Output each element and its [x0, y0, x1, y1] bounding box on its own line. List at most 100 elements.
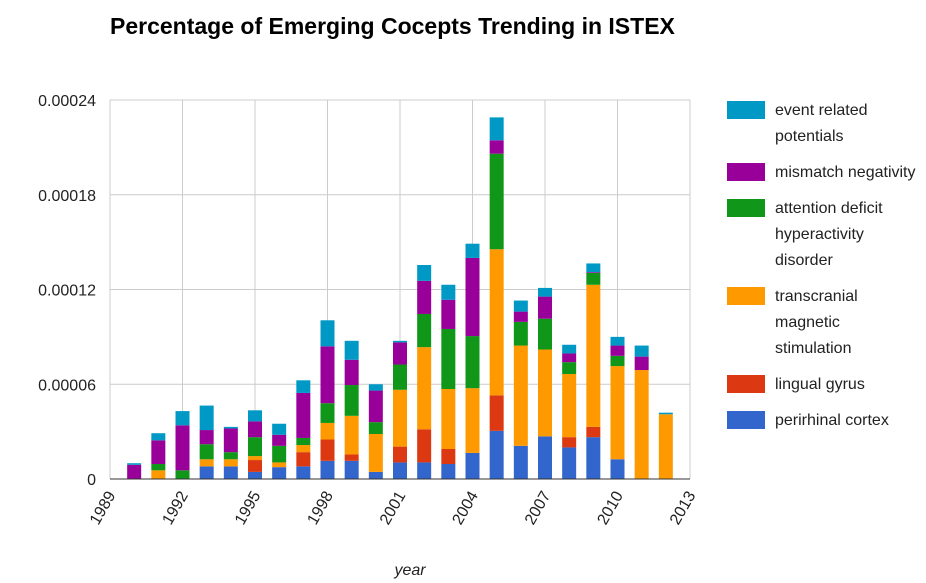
bar-segment: [320, 346, 335, 404]
bar-segment: [296, 466, 311, 479]
bar-segment: [248, 410, 262, 422]
bar-segment: [199, 459, 214, 467]
bar-segment: [538, 296, 552, 319]
legend-label: perirhinal cortex: [775, 412, 889, 429]
bar-segment: [441, 328, 456, 389]
bar-segment: [513, 345, 528, 446]
bar-segment: [465, 257, 480, 337]
bar-segment: [417, 313, 432, 348]
bar-segment: [296, 380, 311, 393]
x-tick-label: 2004: [449, 488, 482, 527]
bar-segment: [223, 428, 238, 453]
bar-segment: [393, 446, 407, 463]
x-tick-label: 1995: [232, 488, 265, 527]
x-tick-label: 1989: [87, 488, 120, 527]
bar-segment: [248, 421, 262, 438]
bar-segment: [634, 356, 649, 371]
bar-segment: [610, 336, 625, 346]
bar-segment: [586, 272, 601, 273]
bar-segment: [127, 463, 142, 465]
bar-segment: [272, 467, 287, 479]
bar-segment: [417, 429, 432, 463]
bar-segment: [272, 462, 287, 468]
bar-segment: [634, 345, 649, 357]
bar-segment: [586, 426, 601, 438]
bar-segment: [634, 370, 649, 479]
x-tick-label: 1992: [159, 488, 192, 527]
bar-segment: [465, 243, 480, 258]
bar-segment: [199, 405, 214, 431]
bar-segment: [368, 433, 383, 472]
bar-segment: [441, 448, 456, 464]
legend-item: mismatch negativity: [727, 160, 917, 186]
bar-segment: [489, 430, 504, 479]
bar-segment: [175, 425, 190, 471]
bar-segment: [320, 439, 335, 461]
bar-segment: [320, 422, 335, 440]
bar-segment: [199, 466, 214, 479]
bar-segment: [393, 340, 407, 343]
bar-segment: [320, 460, 335, 479]
bar-segment: [272, 434, 287, 446]
bar-segment: [296, 452, 311, 467]
bar-segment: [586, 272, 601, 285]
bar-segment: [562, 373, 577, 438]
y-tick-label: 0: [87, 472, 96, 489]
bar-segment: [248, 437, 262, 457]
legend-swatch: [727, 375, 765, 393]
legend-item: transcranial magnetic stimulation: [727, 284, 917, 362]
x-axis-label: year: [393, 562, 426, 579]
bar-segment: [441, 299, 456, 329]
bar-segment: [513, 300, 528, 312]
legend-item: perirhinal cortex: [727, 408, 917, 434]
x-tick-label: 2001: [377, 488, 410, 527]
bar-segment: [175, 470, 190, 479]
bar-segment: [610, 355, 625, 367]
legend-item: event related potentials: [727, 98, 917, 150]
bar-segment: [513, 321, 528, 346]
bar-segment: [344, 340, 359, 360]
bar-segment: [344, 460, 359, 479]
y-tick-label: 0.00012: [38, 283, 96, 300]
bar-segment: [272, 445, 287, 463]
y-tick-label: 0.00024: [38, 93, 96, 110]
bar-segment: [465, 336, 480, 389]
legend: event related potentials mismatch negativ…: [727, 98, 917, 444]
bar-segment: [417, 462, 432, 479]
legend-label: lingual gyrus: [775, 376, 865, 393]
bar-segment: [586, 437, 601, 479]
x-tick-label: 2007: [522, 488, 555, 527]
bar-segment: [272, 423, 287, 435]
bar-segment: [586, 284, 601, 427]
x-tick-label: 2010: [594, 488, 627, 527]
legend-label: attention deficit hyperactivity disorder: [775, 200, 883, 269]
bar-segment: [465, 388, 480, 453]
x-tick-label: 1998: [304, 488, 337, 527]
bar-segment: [610, 345, 625, 356]
bar-segment: [393, 462, 407, 479]
bar-segment: [538, 349, 552, 437]
bar-segment: [393, 389, 407, 447]
bar-segment: [562, 437, 577, 448]
bar-segment: [223, 426, 238, 429]
y-tick-label: 0.00006: [38, 377, 96, 394]
bar-segment: [417, 347, 432, 430]
bar-segment: [610, 459, 625, 479]
legend-label: transcranial magnetic stimulation: [775, 288, 858, 357]
bar-segment: [393, 342, 407, 365]
bar-segment: [151, 463, 166, 471]
bar-segment: [393, 364, 407, 390]
bar-segment: [296, 445, 311, 453]
bar-segment: [368, 471, 383, 479]
bar-segment: [489, 249, 504, 396]
bar-segment: [417, 265, 432, 281]
bar-segment: [658, 414, 673, 479]
bar-segment: [151, 440, 166, 464]
bar-segment: [489, 117, 504, 141]
bar-segment: [562, 344, 577, 354]
legend-label: event related potentials: [775, 102, 868, 145]
bar-segment: [538, 287, 552, 297]
bar-segment: [368, 390, 383, 423]
legend-label: mismatch negativity: [775, 164, 916, 181]
